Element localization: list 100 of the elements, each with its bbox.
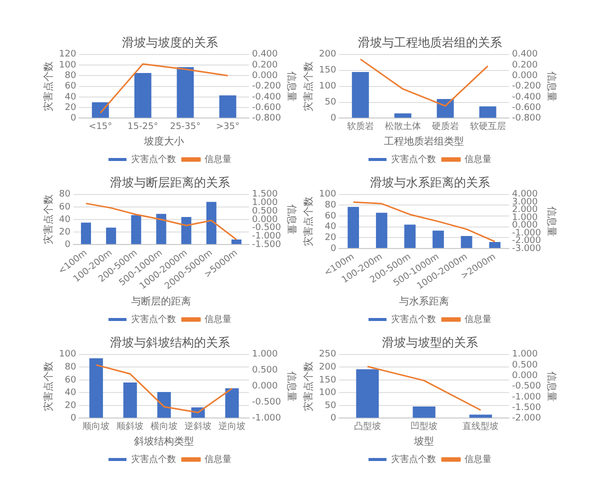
y2-tick-label: 0.000: [512, 371, 538, 382]
y-tick-label: 80: [59, 190, 71, 200]
bar: [123, 382, 137, 418]
legend-label: 灾害点个数: [131, 454, 176, 465]
y-axis-title: 灾害点个数: [42, 194, 55, 244]
bar: [106, 228, 116, 244]
y-tick-label: 0: [330, 414, 336, 424]
y-tick-label: 60: [64, 375, 76, 386]
x-tick-label: 25-35°: [170, 122, 201, 132]
bar: [432, 230, 444, 248]
x-tick-label: 软质岩: [346, 120, 374, 132]
y-tick-label: 100: [318, 388, 336, 398]
y2-tick-label: 0.500: [252, 366, 278, 376]
y2-tick-label: 1.000: [512, 350, 538, 360]
bar: [479, 106, 496, 118]
y-tick-label: 150: [318, 66, 336, 76]
y2-tick-label: 0.400: [512, 50, 538, 60]
y-tick-label: 0: [64, 240, 71, 250]
legend-label: 灾害点个数: [391, 454, 436, 465]
y2-tick-label: -0.500: [252, 398, 282, 408]
y-axis-title: 灾害点个数: [42, 61, 55, 112]
x-tick-label: 软硬互层: [470, 120, 506, 132]
x-tick-label: 直线型坡: [462, 420, 499, 432]
x-axis-title: 与断层的距离: [131, 296, 192, 308]
y-axis-title: 灾害点个数: [302, 196, 315, 246]
bar: [131, 215, 142, 244]
x-axis-title: 坡型: [413, 436, 434, 448]
x-tick-label: <15°: [88, 122, 112, 132]
legend-label: 信息量: [204, 314, 232, 325]
y-tick-label: 60: [64, 82, 76, 92]
legend-label: 信息量: [204, 454, 232, 465]
bar: [219, 95, 236, 118]
y-tick-label: 50: [324, 400, 336, 411]
bar: [181, 216, 192, 244]
y-tick-label: 60: [59, 202, 71, 212]
bar: [348, 206, 359, 248]
chart-title: 滑坡与坡型的关系: [382, 335, 478, 350]
y2-tick-label: -2.000: [512, 414, 542, 424]
y-tick-label: 80: [324, 200, 336, 211]
x-tick-label: 顺斜坡: [116, 420, 144, 432]
y2-tick-label: -0.800: [252, 114, 282, 124]
y2-tick-label: -3.000: [512, 244, 542, 254]
bar: [176, 67, 194, 118]
bar: [352, 72, 369, 118]
y-tick-label: 20: [64, 400, 76, 411]
y2-tick-label: 0.000: [252, 382, 278, 392]
y2-tick-label: 1.000: [252, 350, 278, 360]
y2-tick-label: -0.500: [252, 223, 282, 234]
y-tick-label: 20: [324, 233, 336, 244]
y-tick-label: 100: [318, 190, 336, 200]
y-tick-label: 0: [330, 244, 336, 254]
y-tick-label: 20: [64, 102, 76, 113]
bar: [460, 236, 472, 248]
legend-label: 信息量: [464, 314, 492, 325]
y2-tick-label: 0.500: [512, 360, 538, 370]
bar: [394, 113, 412, 118]
bar: [356, 369, 379, 418]
x-axis-title: 与水系距离: [399, 296, 450, 308]
y2-tick-label: 1.000: [252, 198, 278, 208]
y2-tick-label: -0.500: [512, 382, 542, 392]
y-tick-label: 80: [64, 362, 76, 373]
y2-tick-label: 0.400: [252, 50, 278, 60]
y2-tick-label: 0.200: [512, 60, 538, 70]
y-tick-label: 40: [64, 388, 76, 398]
chart-title: 滑坡与水系距离的关系: [370, 175, 490, 190]
bar: [404, 224, 416, 248]
y2-tick-label: -1.000: [512, 392, 542, 402]
y-axis-title: 灾害点个数: [302, 361, 315, 412]
y-tick-label: 0: [330, 114, 336, 124]
bar: [469, 414, 492, 418]
bar: [156, 214, 166, 244]
y-tick-label: 200: [318, 50, 336, 60]
legend-label: 信息量: [464, 454, 492, 465]
x-axis-title: 工程地质岩组类型: [384, 136, 464, 148]
bar: [225, 388, 239, 418]
x-tick-label: 逆斜坡: [184, 420, 212, 432]
bar: [157, 392, 171, 418]
y-tick-label: 40: [324, 222, 336, 232]
y2-tick-label: -0.200: [512, 82, 542, 92]
y-tick-label: 100: [58, 60, 76, 70]
legend-label: 灾害点个数: [131, 154, 176, 165]
y2-tick-label: 0.500: [252, 206, 278, 216]
bar: [436, 99, 454, 118]
bar: [489, 242, 500, 248]
y2-tick-label: -1.000: [252, 414, 282, 424]
legend-label: 灾害点个数: [391, 154, 436, 165]
y-tick-label: 150: [318, 375, 336, 386]
y2-tick-label: 0.000: [252, 214, 278, 225]
chart-title: 滑坡与坡度的关系: [122, 35, 218, 50]
chart-title: 滑坡与工程地质岩组的关系: [358, 35, 502, 50]
y2-axis-title: 信息量: [285, 204, 298, 234]
y-tick-label: 0: [70, 114, 76, 124]
y2-tick-label: -0.800: [512, 114, 542, 124]
y-tick-label: 0: [70, 414, 76, 424]
chart-title: 滑坡与斜坡结构的关系: [110, 335, 230, 350]
y2-tick-label: -0.200: [252, 82, 282, 92]
y-tick-label: 120: [58, 50, 76, 60]
x-tick-label: 凹型坡: [410, 420, 438, 432]
y-tick-label: 250: [318, 350, 336, 360]
y2-tick-label: -0.600: [252, 102, 282, 113]
